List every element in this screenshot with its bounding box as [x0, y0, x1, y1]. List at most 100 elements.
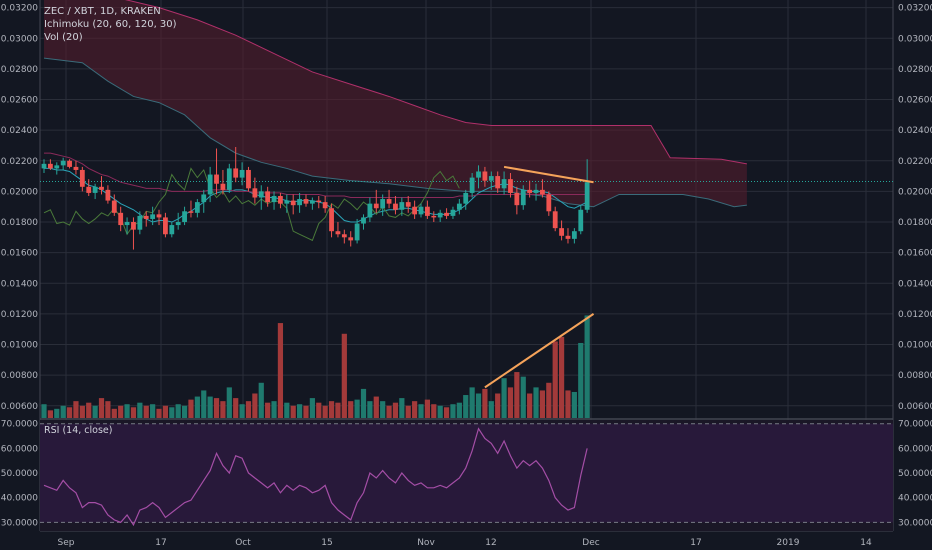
- candle-body-74: [514, 192, 520, 206]
- candle-body-55: [393, 203, 398, 210]
- price-tick-right-5: 0.02200: [898, 157, 932, 167]
- volume-bar-28: [220, 401, 226, 418]
- volume-bar-27: [213, 398, 220, 418]
- rsi-tick-left-2: 50.0000: [1, 469, 38, 479]
- candle-body-22: [182, 211, 187, 223]
- candle-body-8: [92, 186, 98, 193]
- candle-body-32: [246, 169, 251, 189]
- volume-bar-80: [552, 341, 558, 418]
- volume-bar-70: [488, 401, 494, 418]
- volume-bar-33: [252, 393, 258, 418]
- x-tick-5: 12: [485, 538, 496, 548]
- rsi-line: [43, 427, 588, 527]
- volume-bar-34: [258, 382, 264, 418]
- price-trendline: [503, 165, 594, 184]
- volume-bar-68: [475, 393, 482, 418]
- candle-body-81: [559, 228, 564, 236]
- candle-body-15: [137, 215, 143, 230]
- volume-bar-6: [79, 405, 85, 418]
- x-tick-2: Oct: [235, 538, 251, 548]
- candle-body-84: [578, 209, 584, 232]
- volume-bar-63: [443, 407, 450, 418]
- candle-body-13: [124, 222, 130, 226]
- candle-body-6: [79, 169, 85, 187]
- ichimoku-cloud: [43, 0, 747, 208]
- candle-body-52: [373, 203, 379, 209]
- legend: ZEC / XBT, 1D, KRAKEN Ichimoku (20, 60, …: [44, 5, 177, 44]
- price-tick-left-1: 0.03000: [1, 34, 38, 44]
- volume-bar-83: [571, 391, 577, 418]
- volume-bar-76: [527, 393, 533, 418]
- candle-body-17: [150, 214, 156, 219]
- price-tick-right-1: 0.03000: [898, 34, 932, 44]
- candle-body-54: [386, 199, 392, 204]
- candle-body-48: [348, 237, 354, 241]
- price-tick-left-2: 0.02800: [1, 65, 38, 75]
- candle-body-67: [469, 177, 475, 193]
- candle-body-45: [329, 208, 334, 232]
- candles: [41, 146, 590, 250]
- price-tick-right-12: 0.00800: [898, 371, 932, 381]
- rsi-tick-right-3: 40.0000: [898, 494, 932, 504]
- candle-body-63: [444, 212, 449, 216]
- volume-bar-64: [450, 404, 456, 418]
- price-tick-right-2: 0.02800: [898, 65, 932, 75]
- candle-body-61: [431, 215, 437, 218]
- rsi-tick-left-0: 70.0000: [1, 420, 38, 430]
- volume-bar-3: [60, 405, 66, 418]
- volume-bar-62: [437, 405, 443, 418]
- volume-bar-5: [73, 401, 79, 418]
- price-tick-right-10: 0.01200: [898, 310, 932, 320]
- volume-bar-30: [233, 398, 239, 418]
- ichimoku-label[interactable]: Ichimoku (20, 60, 120, 30): [44, 19, 177, 30]
- price-tick-left-8: 0.01600: [1, 249, 38, 259]
- candle-body-1: [47, 163, 53, 169]
- price-tick-left-12: 0.00800: [1, 371, 38, 381]
- symbol-label[interactable]: ZEC / XBT, 1D, KRAKEN: [44, 6, 161, 17]
- candle-body-4: [67, 160, 72, 167]
- candle-body-5: [73, 166, 79, 170]
- candle-body-29: [226, 168, 232, 190]
- cloud-span-a: [124, 0, 747, 165]
- volume-bar-65: [456, 402, 462, 418]
- candle-body-3: [60, 160, 66, 166]
- volume-bar-51: [367, 401, 373, 418]
- candle-body-10: [105, 189, 111, 201]
- rsi-tick-right-1: 60.0000: [898, 444, 932, 454]
- volume-bar-17: [150, 404, 156, 418]
- volume-bar-75: [520, 376, 526, 418]
- candle-body-49: [354, 223, 360, 241]
- volume-bar-2: [54, 408, 60, 418]
- volume-bar-74: [514, 372, 520, 418]
- volume-bar-25: [201, 390, 207, 418]
- candle-body-46: [335, 231, 341, 235]
- candle-body-20: [169, 225, 175, 235]
- volume-bar-13: [124, 404, 130, 418]
- candle-body-50: [361, 217, 366, 224]
- price-tick-right-3: 0.02600: [898, 96, 932, 106]
- candle-body-30: [233, 168, 239, 178]
- candle-body-44: [322, 202, 328, 209]
- candle-body-83: [571, 231, 577, 239]
- volume-bar-72: [501, 378, 507, 418]
- candle-body-31: [239, 169, 245, 178]
- candle-body-7: [86, 186, 92, 193]
- volume-label[interactable]: Vol (20): [44, 32, 83, 43]
- volume-bar-40: [297, 404, 303, 418]
- candle-body-35: [265, 191, 271, 203]
- volume-bar-56: [399, 398, 405, 418]
- volume-bar-26: [207, 396, 213, 418]
- candle-body-82: [565, 235, 571, 239]
- volume-bar-10: [105, 401, 111, 418]
- volume-bar-67: [469, 387, 475, 418]
- rsi-label[interactable]: RSI (14, close): [44, 425, 113, 436]
- candle-body-21: [175, 222, 181, 226]
- candle-body-42: [309, 200, 315, 204]
- price-tick-left-3: 0.02600: [1, 96, 38, 106]
- volume-bar-42: [309, 398, 315, 418]
- candle-body-62: [437, 212, 443, 218]
- volume-bar-82: [565, 390, 571, 418]
- volume-bar-12: [118, 405, 124, 418]
- volume-bar-9: [98, 398, 105, 418]
